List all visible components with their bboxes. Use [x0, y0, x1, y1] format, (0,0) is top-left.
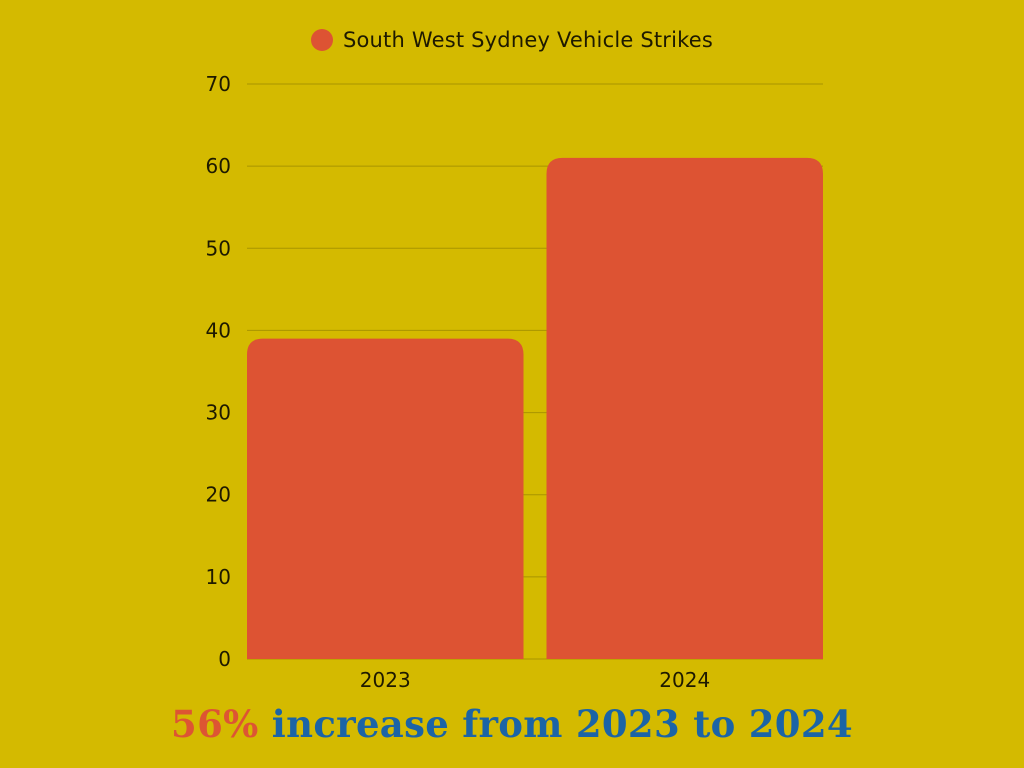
- y-tick-label: 20: [206, 483, 231, 507]
- y-tick-label: 40: [206, 318, 231, 342]
- x-tick-label: 2023: [360, 668, 411, 692]
- bar-2024: [546, 157, 823, 659]
- y-tick-label: 0: [218, 647, 231, 671]
- bar-2023: [247, 338, 524, 659]
- caption-highlight: 56%: [171, 702, 259, 746]
- y-tick-label: 30: [206, 401, 231, 425]
- legend: South West Sydney Vehicle Strikes: [0, 28, 1024, 52]
- caption-text: increase from 2023 to 2024: [271, 702, 853, 746]
- legend-swatch: [310, 29, 333, 51]
- y-tick-label: 60: [206, 154, 231, 178]
- y-tick-label: 10: [206, 565, 231, 589]
- legend-label: South West Sydney Vehicle Strikes: [342, 28, 714, 52]
- chart-caption: 56% increase from 2023 to 2024: [0, 702, 1024, 746]
- bar-chart: 0 10 20 30 40 50 60 70 2023 2024: [206, 72, 823, 692]
- y-tick-label: 50: [206, 236, 231, 260]
- x-tick-label: 2024: [659, 668, 710, 692]
- y-tick-label: 70: [206, 72, 231, 96]
